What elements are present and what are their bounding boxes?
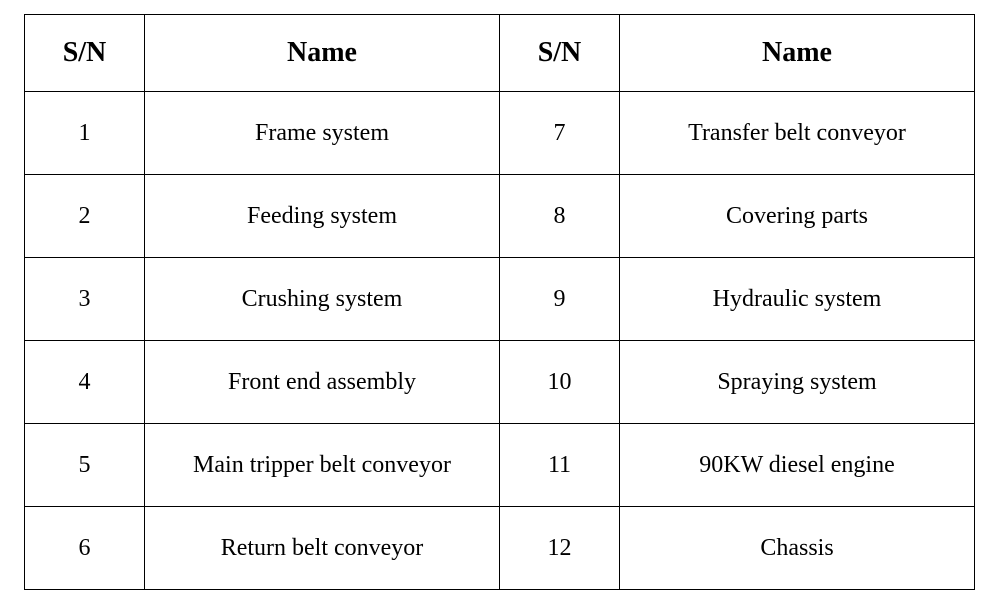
table-row: 4Front end assembly10Spraying system (25, 341, 975, 424)
cell-name: Frame system (145, 92, 500, 175)
table-row: 6Return belt conveyor12Chassis (25, 507, 975, 590)
cell-sn: 10 (500, 341, 620, 424)
cell-name: Front end assembly (145, 341, 500, 424)
cell-sn: 9 (500, 258, 620, 341)
cell-name: Main tripper belt conveyor (145, 424, 500, 507)
cell-sn: 3 (25, 258, 145, 341)
col-header-sn-1: S/N (25, 15, 145, 92)
cell-name: Transfer belt conveyor (620, 92, 975, 175)
cell-name: Feeding system (145, 175, 500, 258)
cell-name: Spraying system (620, 341, 975, 424)
col-header-name-1: Name (145, 15, 500, 92)
cell-name: Return belt conveyor (145, 507, 500, 590)
table-header-row: S/N Name S/N Name (25, 15, 975, 92)
col-header-name-2: Name (620, 15, 975, 92)
cell-name: 90KW diesel engine (620, 424, 975, 507)
table-row: 3Crushing system9Hydraulic system (25, 258, 975, 341)
cell-sn: 4 (25, 341, 145, 424)
cell-sn: 12 (500, 507, 620, 590)
parts-table: S/N Name S/N Name 1Frame system7Transfer… (24, 14, 975, 590)
table-row: 5Main tripper belt conveyor1190KW diesel… (25, 424, 975, 507)
cell-sn: 1 (25, 92, 145, 175)
cell-name: Chassis (620, 507, 975, 590)
cell-name: Hydraulic system (620, 258, 975, 341)
cell-name: Covering parts (620, 175, 975, 258)
cell-sn: 8 (500, 175, 620, 258)
table-row: 2Feeding system8Covering parts (25, 175, 975, 258)
table-body: 1Frame system7Transfer belt conveyor2Fee… (25, 92, 975, 590)
col-header-sn-2: S/N (500, 15, 620, 92)
table-header: S/N Name S/N Name (25, 15, 975, 92)
cell-name: Crushing system (145, 258, 500, 341)
table-row: 1Frame system7Transfer belt conveyor (25, 92, 975, 175)
cell-sn: 7 (500, 92, 620, 175)
cell-sn: 5 (25, 424, 145, 507)
table-container: S/N Name S/N Name 1Frame system7Transfer… (0, 0, 999, 589)
cell-sn: 11 (500, 424, 620, 507)
cell-sn: 2 (25, 175, 145, 258)
cell-sn: 6 (25, 507, 145, 590)
